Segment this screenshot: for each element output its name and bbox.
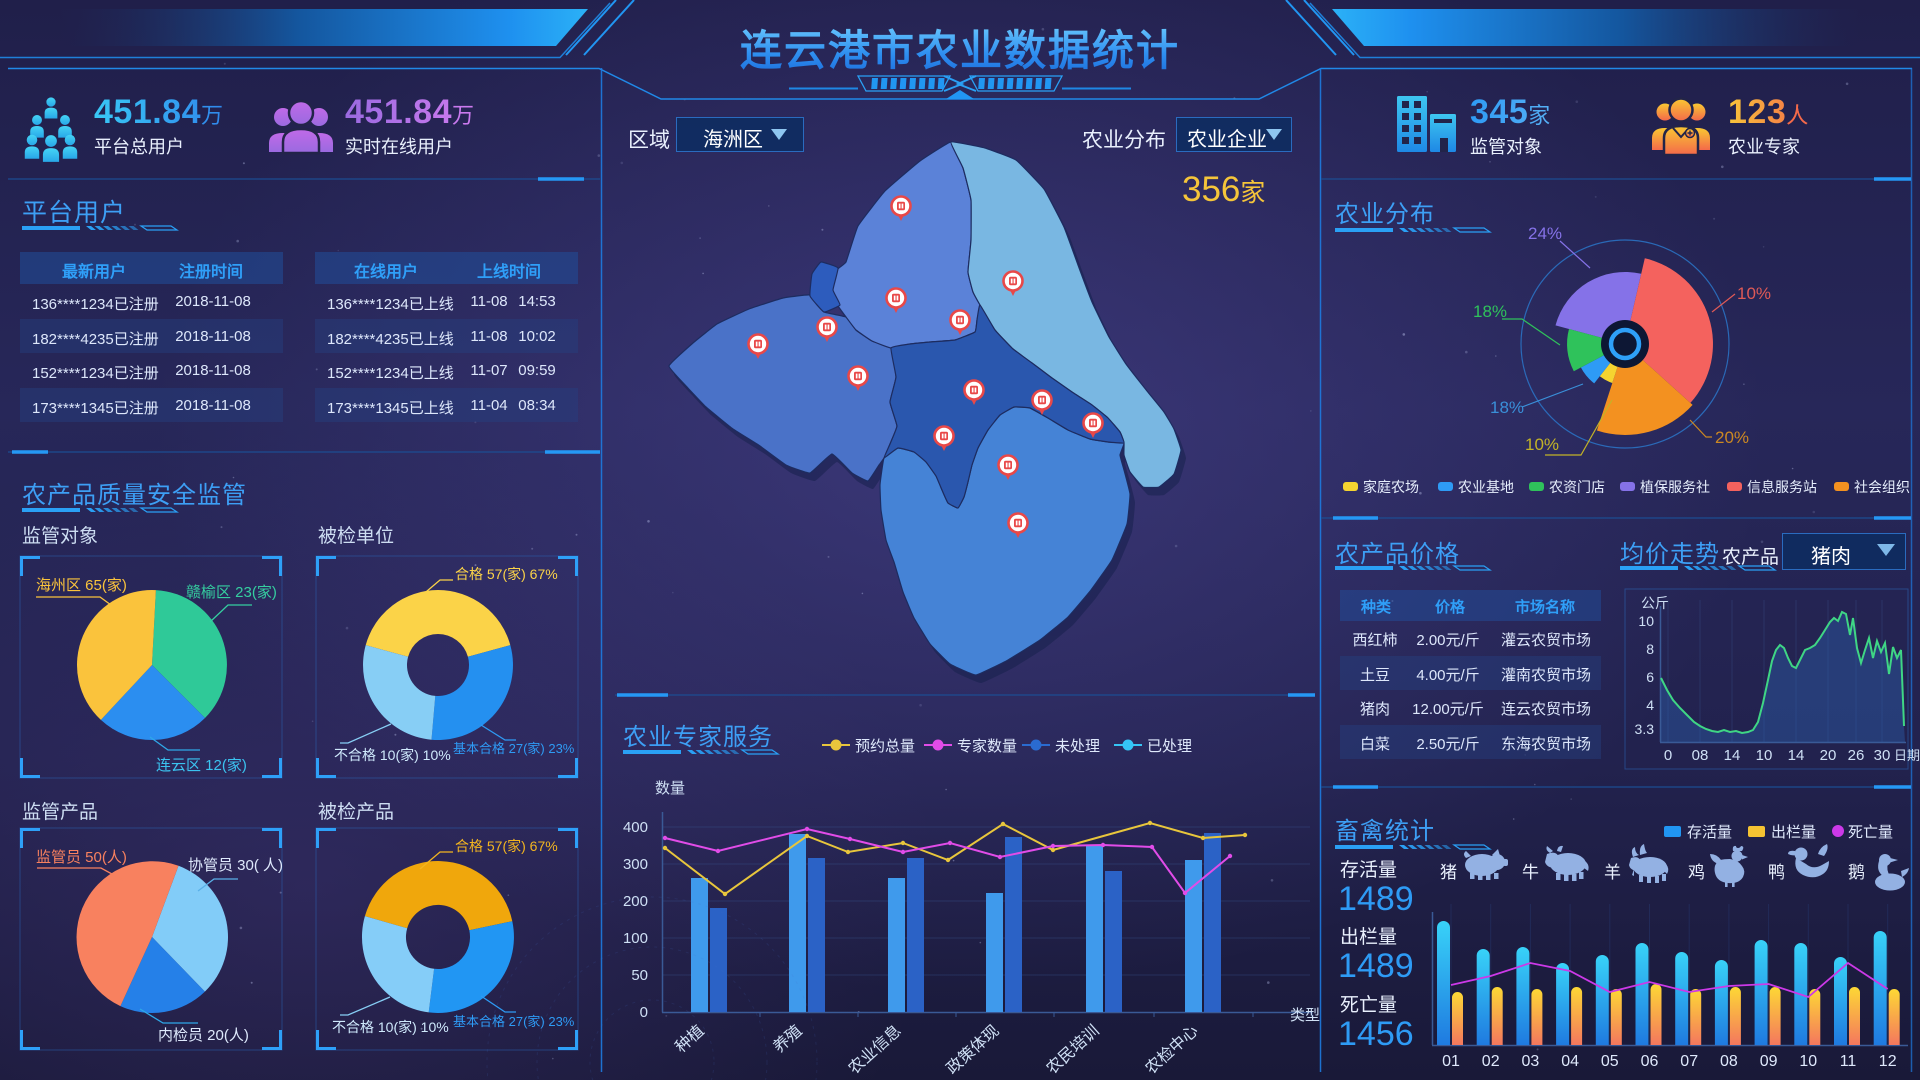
svg-text:10%: 10%	[1737, 284, 1771, 303]
svg-text:18%: 18%	[1473, 302, 1507, 321]
svg-text:不合格 10(家) 10%: 不合格 10(家) 10%	[334, 747, 451, 763]
svg-text:0: 0	[1664, 747, 1672, 764]
svg-text:20%: 20%	[1715, 428, 1749, 447]
svg-text:6: 6	[1646, 669, 1654, 685]
svg-text:10: 10	[1799, 1053, 1817, 1070]
svg-text:羊: 羊	[1604, 863, 1621, 882]
svg-text:14: 14	[1724, 747, 1741, 764]
svg-text:200: 200	[623, 893, 648, 910]
svg-text:连云区 12(家): 连云区 12(家)	[156, 757, 247, 774]
svg-text:10: 10	[1638, 613, 1654, 629]
svg-text:基本合格 27(家) 23%: 基本合格 27(家) 23%	[453, 1014, 575, 1029]
svg-text:09: 09	[1760, 1053, 1778, 1070]
svg-text:类型: 类型	[1290, 1007, 1320, 1024]
svg-text:猪: 猪	[1440, 863, 1457, 882]
svg-text:08: 08	[1720, 1053, 1738, 1070]
svg-text:协管员 30( 人): 协管员 30( 人)	[188, 857, 283, 874]
svg-text:海州区 65(家): 海州区 65(家)	[36, 577, 127, 594]
svg-text:数量: 数量	[655, 780, 685, 797]
svg-text:18%: 18%	[1490, 398, 1524, 417]
svg-text:30: 30	[1874, 747, 1891, 764]
svg-text:100: 100	[623, 930, 648, 947]
svg-text:300: 300	[623, 856, 648, 873]
svg-text:05: 05	[1601, 1053, 1619, 1070]
svg-text:公斤: 公斤	[1641, 595, 1669, 611]
svg-text:社会组织: 社会组织	[1854, 479, 1910, 495]
svg-text:10%: 10%	[1525, 435, 1559, 454]
svg-text:03: 03	[1522, 1053, 1540, 1070]
svg-text:3.3: 3.3	[1635, 721, 1655, 737]
svg-text:存活量: 存活量	[1340, 859, 1397, 881]
svg-text:08: 08	[1692, 747, 1709, 764]
svg-text:未处理: 未处理	[1055, 738, 1100, 755]
svg-text:基本合格 27(家) 23%: 基本合格 27(家) 23%	[453, 741, 575, 756]
svg-text:信息服务站: 信息服务站	[1747, 479, 1817, 495]
svg-text:合格 57(家) 67%: 合格 57(家) 67%	[455, 566, 558, 582]
svg-text:专家数量: 专家数量	[957, 738, 1017, 755]
svg-text:牛: 牛	[1522, 863, 1539, 882]
svg-text:内检员 20(人): 内检员 20(人)	[158, 1027, 249, 1044]
svg-text:赣榆区 23(家): 赣榆区 23(家)	[186, 584, 277, 601]
svg-text:24%: 24%	[1528, 224, 1562, 243]
svg-text:1456: 1456	[1338, 1015, 1414, 1053]
svg-text:400: 400	[623, 819, 648, 836]
svg-text:合格 57(家) 67%: 合格 57(家) 67%	[455, 838, 558, 854]
svg-text:存活量: 存活量	[1687, 824, 1732, 841]
svg-text:20: 20	[1820, 747, 1837, 764]
svg-text:26: 26	[1848, 747, 1865, 764]
svg-text:07: 07	[1680, 1053, 1698, 1070]
svg-text:植保服务社: 植保服务社	[1640, 479, 1710, 495]
svg-text:鸭: 鸭	[1768, 863, 1785, 882]
svg-text:1489: 1489	[1338, 947, 1414, 985]
svg-text:家庭农场: 家庭农场	[1363, 479, 1419, 495]
svg-text:4: 4	[1646, 697, 1654, 713]
svg-text:1489: 1489	[1338, 880, 1414, 918]
svg-text:农资门店: 农资门店	[1549, 479, 1605, 495]
svg-text:死亡量: 死亡量	[1340, 994, 1397, 1016]
svg-text:不合格 10(家) 10%: 不合格 10(家) 10%	[332, 1019, 449, 1035]
svg-text:预约总量: 预约总量	[855, 738, 915, 755]
svg-text:已处理: 已处理	[1147, 738, 1192, 755]
svg-text:鹅: 鹅	[1848, 863, 1865, 882]
svg-text:监管员 50(人): 监管员 50(人)	[36, 849, 127, 866]
svg-text:出栏量: 出栏量	[1340, 926, 1397, 948]
svg-text:11: 11	[1840, 1053, 1857, 1070]
svg-text:鸡: 鸡	[1688, 863, 1705, 882]
svg-text:农业基地: 农业基地	[1458, 479, 1514, 495]
svg-text:01: 01	[1442, 1053, 1460, 1070]
svg-text:8: 8	[1646, 641, 1654, 657]
svg-text:12: 12	[1879, 1053, 1897, 1070]
svg-text:10: 10	[1756, 747, 1773, 764]
svg-text:14: 14	[1788, 747, 1805, 764]
svg-text:出栏量: 出栏量	[1771, 824, 1816, 841]
svg-text:04: 04	[1561, 1053, 1579, 1070]
svg-text:日期: 日期	[1894, 748, 1920, 763]
svg-text:06: 06	[1641, 1053, 1659, 1070]
svg-text:死亡量: 死亡量	[1848, 824, 1893, 841]
svg-text:02: 02	[1482, 1053, 1500, 1070]
svg-text:50: 50	[631, 967, 648, 984]
svg-text:0: 0	[640, 1004, 648, 1021]
